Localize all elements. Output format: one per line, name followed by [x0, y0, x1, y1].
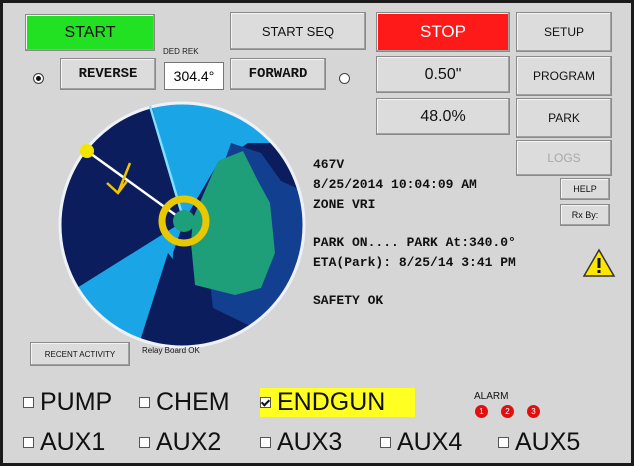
warning-icon [582, 248, 616, 277]
start-seq-button[interactable]: START SEQ [230, 12, 366, 50]
setup-button[interactable]: SETUP [516, 12, 612, 52]
forward-radio[interactable] [339, 73, 350, 84]
status-line: SAFETY OK [313, 293, 384, 308]
checkbox[interactable] [260, 397, 271, 408]
checkbox[interactable] [260, 437, 271, 448]
rx-by-button[interactable]: Rx By: [560, 204, 610, 226]
park-button[interactable]: PARK [516, 98, 612, 138]
reverse-button[interactable]: REVERSE [60, 58, 156, 90]
logs-button: LOGS [516, 140, 612, 176]
checkbox-label: PUMP [40, 388, 113, 416]
forward-button[interactable]: FORWARD [230, 58, 326, 90]
checkbox-label: ENDGUN [277, 388, 386, 416]
checkbox-label: AUX5 [515, 428, 581, 456]
checkbox-label: AUX1 [40, 428, 106, 456]
help-button[interactable]: HELP [560, 178, 610, 200]
checkbox[interactable] [380, 437, 391, 448]
start-button[interactable]: START [25, 14, 155, 51]
checkbox-item[interactable]: AUX2 [139, 428, 221, 457]
alarm-title: ALARM [474, 391, 509, 402]
status-line: ETA(Park): 8/25/14 3:41 PM [313, 255, 516, 270]
status-line: PARK ON.... PARK At:340.0° [313, 235, 516, 250]
program-button[interactable]: PROGRAM [516, 56, 612, 96]
reverse-radio[interactable] [33, 73, 44, 84]
alarm-indicator: 2 [501, 405, 514, 418]
checkbox[interactable] [139, 397, 150, 408]
status-line: 8/25/2014 10:04:09 AM [313, 177, 477, 192]
checkbox-label: CHEM [156, 388, 230, 416]
checkbox[interactable] [23, 397, 34, 408]
checkbox[interactable] [498, 437, 509, 448]
checkbox-label: AUX4 [397, 428, 463, 456]
checkbox-item[interactable]: AUX4 [380, 428, 462, 457]
alarm-indicator: 1 [475, 405, 488, 418]
checkbox-item[interactable]: PUMP [23, 388, 112, 417]
checkbox-label: AUX3 [277, 428, 343, 456]
depth-button[interactable]: 0.50" [376, 56, 510, 93]
speed-button[interactable]: 48.0% [376, 98, 510, 135]
checkbox[interactable] [139, 437, 150, 448]
stop-button[interactable]: STOP [376, 12, 510, 52]
position-display: 304.4° [164, 62, 224, 90]
checkbox-item[interactable]: AUX1 [23, 428, 105, 457]
status-line: ZONE VRI [313, 197, 376, 212]
checkbox-label: AUX2 [156, 428, 222, 456]
relay-status: Relay Board OK [142, 346, 200, 355]
status-line: 467V [313, 157, 345, 172]
checkbox[interactable] [23, 437, 34, 448]
checkbox-item[interactable]: AUX3 [260, 428, 342, 457]
checkbox-item[interactable]: AUX5 [498, 428, 580, 457]
checkbox-item[interactable]: ENDGUN [260, 388, 416, 417]
ded-rek-label: DED REK [163, 47, 199, 56]
recent-activity-button[interactable]: RECENT ACTIVITY [30, 342, 130, 366]
pivot-dial [58, 101, 306, 349]
alarm-indicator: 3 [527, 405, 540, 418]
checkbox-item[interactable]: CHEM [139, 388, 230, 417]
